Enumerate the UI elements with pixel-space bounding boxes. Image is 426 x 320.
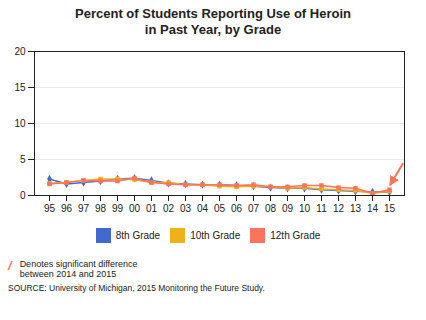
svg-text:0: 0 [20,189,26,200]
svg-text:5: 5 [20,153,26,164]
svg-text:10: 10 [299,202,311,213]
svg-text:95: 95 [44,202,56,213]
svg-text:08: 08 [265,202,277,213]
svg-text:97: 97 [78,202,90,213]
svg-text:02: 02 [163,202,175,213]
svg-text:10: 10 [14,117,26,128]
html-text:Denotes significant difference: Denotes significant difference between 2… [19,258,138,280]
svg-text:20: 20 [14,45,26,56]
svg-text:15: 15 [14,81,26,92]
svg-text:06: 06 [231,202,243,213]
svg-text:12: 12 [333,202,345,213]
svg-text:03: 03 [180,202,192,213]
svg-text:04: 04 [197,202,209,213]
svg-text:07: 07 [248,202,260,213]
html-text:8th Grade: 8th Grade [115,229,161,241]
svg-text:98: 98 [95,202,107,213]
svg-text:13: 13 [350,202,362,213]
svg-text:01: 01 [146,202,158,213]
svg-text:00: 00 [129,202,141,213]
svg-text:96: 96 [61,202,73,213]
html-text:10th Grade: 10th Grade [190,229,241,241]
svg-text:99: 99 [112,202,124,213]
svg-text:15: 15 [384,202,396,213]
svg-text:09: 09 [282,202,294,213]
html-text:Percent of Students Reporting: Percent of Students Reporting Use of Her… [75,6,351,38]
svg-text:05: 05 [214,202,226,213]
svg-text:11: 11 [316,202,327,213]
svg-text:14: 14 [367,202,379,213]
html-text:12th Grade: 12th Grade [270,229,321,241]
html-text:SOURCE: University of Michigan: SOURCE: University of Michigan, 2015 Mon… [8,283,265,294]
